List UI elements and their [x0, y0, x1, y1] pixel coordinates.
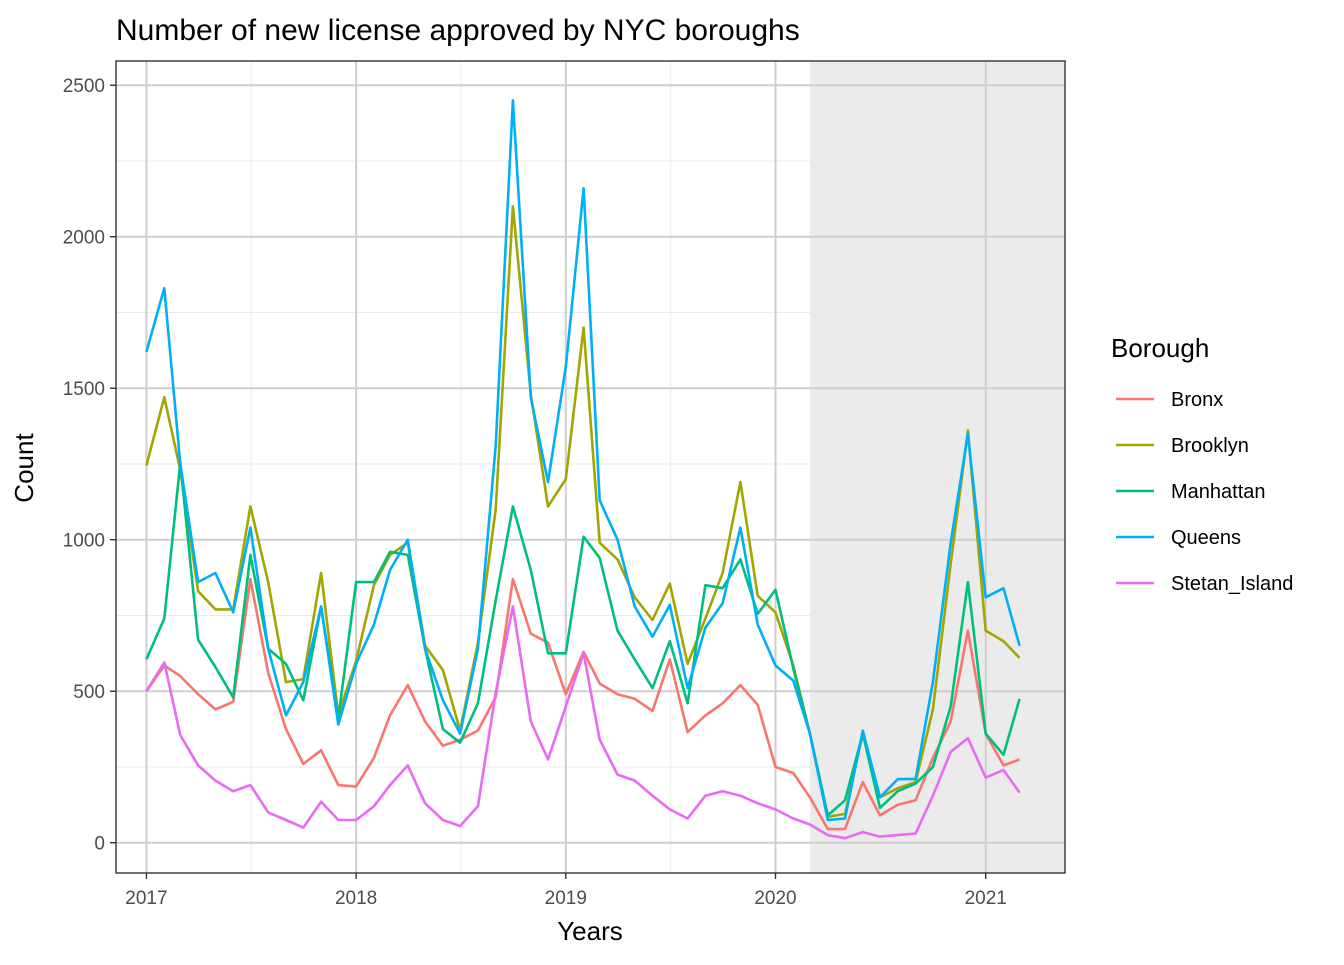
y-tick-label: 2500 [63, 76, 105, 97]
x-tick-label: 2020 [754, 888, 796, 909]
y-tick-label: 1500 [63, 379, 105, 400]
plot-panel [115, 60, 1066, 874]
panel-border [115, 60, 1066, 874]
series-line-manhattan [145, 461, 1021, 817]
legend: Borough Bronx Brooklyn Manhattan Queens Stet… [1111, 333, 1293, 595]
legend-label: Bronx [1171, 389, 1223, 411]
y-axis-label: Count [9, 433, 39, 503]
legend-label: Manhattan [1171, 481, 1266, 503]
x-tick-label: 2021 [965, 888, 1007, 909]
legend-title: Borough [1111, 333, 1209, 363]
series-line-bronx [145, 577, 1021, 831]
shaded-region [809, 61, 1065, 873]
series-line-queens [145, 99, 1021, 822]
y-tick-label: 2000 [63, 228, 105, 249]
y-tick-label: 1000 [63, 531, 105, 552]
legend-label: Queens [1171, 527, 1241, 549]
legend-label: Brooklyn [1171, 435, 1249, 457]
x-tick-label: 2017 [125, 888, 167, 909]
x-tick-label: 2018 [335, 888, 377, 909]
series-line-stetan-island [145, 605, 1021, 840]
y-tick-label: 500 [73, 682, 105, 703]
legend-label: Stetan_Island [1171, 573, 1293, 595]
y-tick-label: 0 [94, 834, 105, 855]
chart-title: Number of new license approved by NYC bo… [116, 14, 800, 47]
x-tick-label: 2019 [545, 888, 587, 909]
x-axis-label: Years [557, 916, 623, 946]
